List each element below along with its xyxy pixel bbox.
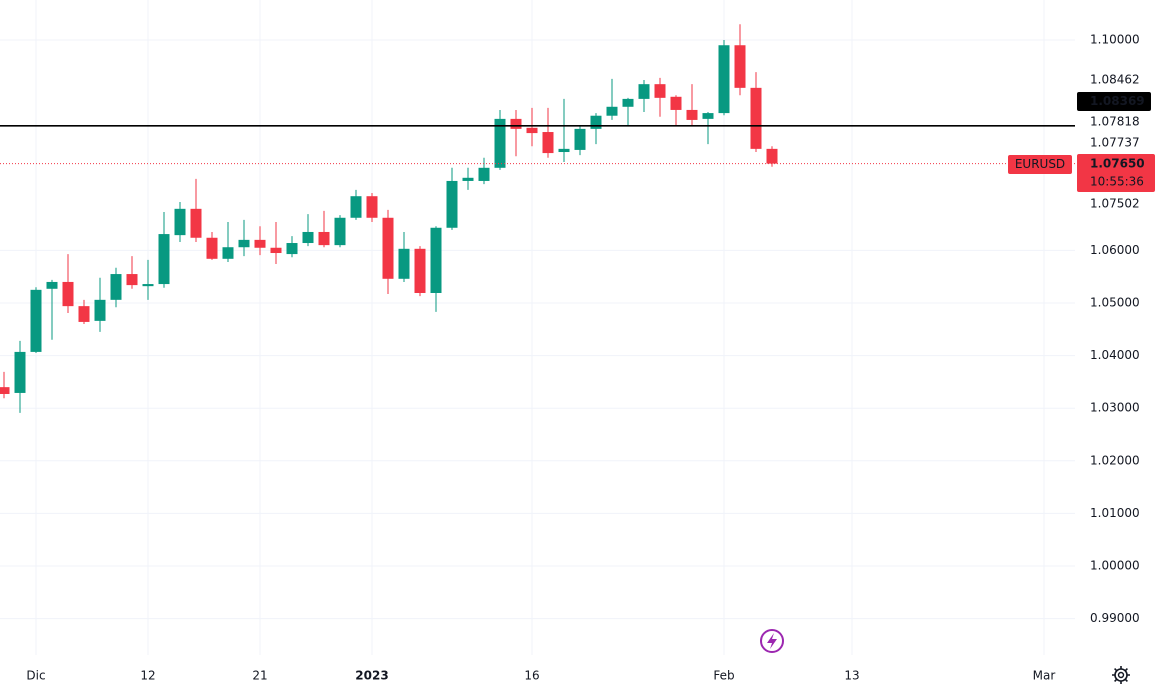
- candle-body: [430, 227, 442, 293]
- price-level-label: 1.08462: [1090, 73, 1140, 87]
- candle-body: [574, 128, 586, 150]
- candle-body: [366, 196, 378, 218]
- candle-body: [142, 284, 154, 287]
- candle-body: [222, 247, 234, 259]
- candle-body: [398, 248, 410, 279]
- gear-teeth[interactable]: [1112, 666, 1130, 684]
- candle-body: [174, 208, 186, 236]
- candle-body: [494, 118, 506, 168]
- hline-tag: [1077, 92, 1151, 111]
- price-label-bg: [1077, 134, 1153, 152]
- x-tick-label: 2023: [355, 669, 388, 683]
- x-tick-label: 12: [140, 669, 155, 683]
- y-tick-label: 1.04000: [1090, 348, 1140, 362]
- candle-body: [126, 274, 138, 286]
- candle-body: [526, 127, 538, 134]
- last-price-tag: [1077, 154, 1155, 192]
- candle-body: [0, 387, 10, 394]
- x-tick-label: 16: [524, 669, 539, 683]
- y-tick-label: 1.05000: [1090, 295, 1140, 309]
- candle-body: [94, 299, 106, 321]
- candle-body: [478, 167, 490, 181]
- candle-body: [606, 106, 618, 116]
- candle-body: [622, 98, 634, 107]
- candle-body: [686, 109, 698, 120]
- y-tick-label: 1.06000: [1090, 243, 1140, 257]
- candle-body: [446, 180, 458, 228]
- candle-body: [510, 118, 522, 129]
- candle-body: [302, 231, 314, 244]
- y-tick-label: 1.10000: [1090, 32, 1140, 46]
- settings-icon[interactable]: [1112, 666, 1130, 684]
- candle-body: [46, 281, 58, 289]
- y-tick-label: 1.03000: [1090, 401, 1140, 415]
- x-tick-label: Feb: [713, 669, 734, 683]
- gear-ring[interactable]: [1114, 668, 1128, 682]
- candle-body: [270, 247, 282, 254]
- x-tick-label: 13: [844, 669, 859, 683]
- price-level-label: 1.07818: [1090, 115, 1140, 129]
- candle-body: [750, 87, 762, 149]
- x-tick-label: Mar: [1033, 669, 1056, 683]
- price-level-label: 1.07737: [1090, 136, 1140, 150]
- price-level-label: 1.07502: [1090, 197, 1140, 211]
- candle-body: [590, 115, 602, 129]
- candle-body: [718, 45, 730, 114]
- hline-label: 1.08369: [1090, 94, 1145, 108]
- price-label-bg: [1077, 71, 1153, 89]
- lightning-icon[interactable]: [760, 629, 784, 653]
- symbol-tag: [1008, 155, 1072, 174]
- candle-body: [30, 289, 42, 352]
- candle-body: [78, 306, 90, 322]
- candle-body: [350, 196, 362, 218]
- candle-body: [462, 177, 474, 181]
- last-price-label: 1.07650: [1090, 157, 1145, 171]
- candle-body: [558, 148, 570, 153]
- candle-body: [670, 96, 682, 110]
- gear-hub[interactable]: [1117, 671, 1125, 679]
- y-tick-label: 0.99000: [1090, 611, 1140, 625]
- y-tick-label: 1.00000: [1090, 558, 1140, 572]
- y-tick-label: 1.02000: [1090, 453, 1140, 467]
- candle-body: [286, 243, 298, 255]
- candle-body: [334, 217, 346, 246]
- candle-body: [766, 148, 778, 164]
- x-tick-label: 21: [252, 669, 267, 683]
- countdown-label: 10:55:36: [1090, 175, 1144, 189]
- candle-body: [382, 217, 394, 279]
- x-tick-label: Dic: [26, 669, 45, 683]
- candle-body: [190, 208, 202, 238]
- candle-body: [318, 231, 330, 246]
- candle-body: [638, 84, 650, 99]
- icon-bolt[interactable]: [767, 633, 777, 649]
- candle-body: [254, 239, 266, 248]
- candle-body: [158, 234, 170, 285]
- candle-body: [734, 45, 746, 88]
- candle-body: [414, 248, 426, 293]
- candle-body: [14, 351, 26, 393]
- price-label-bg: [1077, 195, 1153, 213]
- candle-body: [110, 274, 122, 300]
- candle-body: [654, 84, 666, 98]
- price-label-bg: [1077, 113, 1153, 131]
- candle-body: [206, 237, 218, 259]
- y-tick-label: 1.01000: [1090, 506, 1140, 520]
- candle-body: [62, 281, 74, 307]
- symbol-label: EURUSD: [1015, 157, 1065, 171]
- candle-body: [238, 239, 250, 248]
- candle-body: [702, 113, 714, 119]
- candle-body: [542, 132, 554, 154]
